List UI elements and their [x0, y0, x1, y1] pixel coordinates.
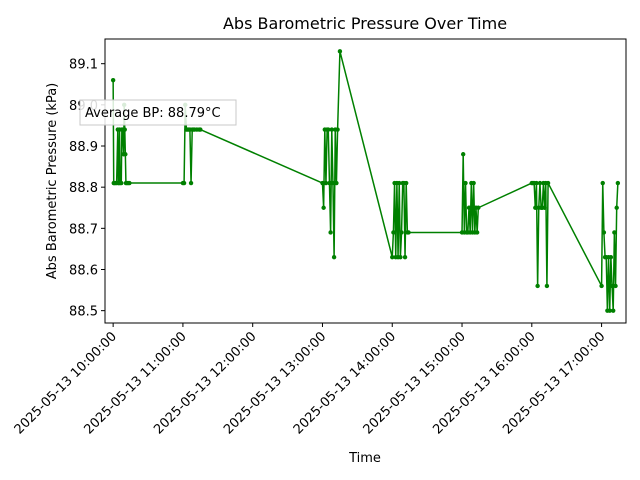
data-point: [188, 180, 194, 186]
data-point: [545, 180, 551, 186]
y-tick-label: 88.5: [69, 305, 98, 320]
data-point: [608, 254, 614, 260]
data-point: [398, 254, 403, 260]
data-point: [331, 254, 337, 260]
data-point: [406, 230, 411, 235]
data-point: [474, 230, 480, 235]
x-axis-title: Time: [348, 451, 381, 466]
data-point: [542, 205, 547, 210]
annotation-box-frame: [79, 99, 237, 126]
data-point: [326, 127, 331, 132]
data-point: [615, 180, 621, 186]
data-point: [327, 180, 332, 186]
annotation-text: Average BP: 88.79°C: [85, 106, 221, 121]
chart-title: Abs Barometric Pressure Over Time: [223, 14, 507, 33]
y-tick-label: 88.7: [69, 222, 98, 237]
data-point: [323, 180, 329, 186]
data-point: [614, 205, 619, 210]
series-layer: [110, 49, 621, 313]
data-point: [460, 152, 466, 157]
data-point: [611, 308, 616, 313]
data-point: [390, 254, 395, 260]
data-point: [466, 205, 472, 210]
data-point: [533, 205, 538, 210]
data-point: [402, 254, 408, 260]
data-point: [320, 180, 325, 186]
data-point: [476, 205, 481, 210]
data-point: [119, 180, 124, 186]
data-point: [198, 127, 203, 132]
y-axis: 88.588.688.788.888.989.089.1: [69, 58, 105, 320]
data-point: [321, 205, 326, 210]
average-annotation: Average BP: 88.79°C: [79, 99, 237, 126]
data-point: [337, 49, 343, 54]
data-point: [612, 230, 617, 235]
data-point: [335, 127, 340, 132]
series-line: [112, 50, 619, 312]
data-point: [609, 283, 615, 289]
data-point: [328, 230, 333, 235]
data-point: [613, 283, 618, 289]
data-point: [544, 283, 550, 289]
data-point: [110, 77, 116, 83]
data-point: [535, 283, 540, 289]
data-point: [601, 230, 607, 235]
y-tick-label: 89.1: [69, 58, 98, 73]
data-point: [181, 180, 187, 186]
y-axis-title: Abs Barometric Pressure (kPa): [45, 83, 60, 279]
y-tick-label: 88.6: [69, 263, 98, 278]
data-point: [599, 283, 604, 289]
data-point: [463, 180, 468, 186]
y-tick-label: 88.9: [69, 140, 98, 155]
y-tick-label: 88.8: [69, 181, 98, 196]
data-point: [330, 180, 336, 186]
plot-frame: [104, 38, 627, 324]
data-point: [537, 180, 543, 186]
data-point: [329, 127, 334, 132]
data-point: [122, 127, 127, 132]
data-point: [127, 180, 132, 186]
data-point: [334, 180, 339, 186]
data-point: [397, 180, 402, 186]
data-point: [471, 180, 476, 186]
data-point: [600, 180, 605, 186]
data-point: [123, 152, 128, 157]
data-point: [391, 230, 396, 235]
data-point: [404, 180, 409, 186]
data-point: [534, 180, 539, 186]
data-point: [607, 308, 612, 313]
data-point: [399, 230, 404, 235]
